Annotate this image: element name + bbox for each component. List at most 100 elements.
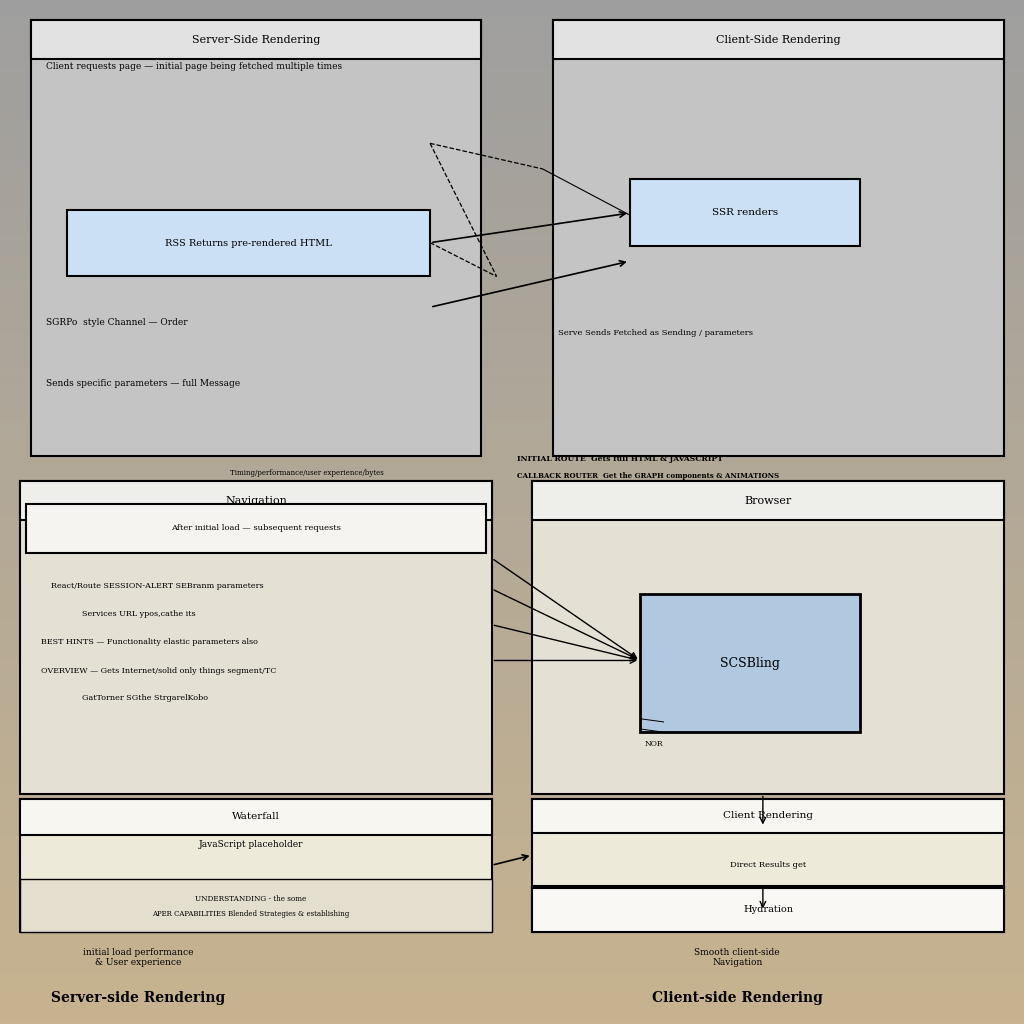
- Bar: [0, 415, 1024, 420]
- Bar: [0, 5, 1024, 10]
- Bar: [0, 435, 1024, 440]
- Bar: [0, 246, 1024, 251]
- Bar: [0, 31, 1024, 36]
- Bar: [0, 932, 1024, 937]
- Bar: [553, 20, 1004, 456]
- Bar: [0, 143, 1024, 148]
- Bar: [0, 36, 1024, 41]
- Bar: [0, 686, 1024, 691]
- Bar: [0, 742, 1024, 748]
- Bar: [20, 879, 492, 932]
- Bar: [0, 870, 1024, 876]
- Bar: [67, 210, 430, 276]
- Bar: [0, 297, 1024, 302]
- Text: INITIAL ROUTE  Gets full HTML & JAVASCRIPT: INITIAL ROUTE Gets full HTML & JAVASCRIP…: [517, 455, 723, 463]
- Bar: [0, 118, 1024, 123]
- Bar: [0, 855, 1024, 860]
- Bar: [0, 922, 1024, 927]
- Bar: [0, 102, 1024, 108]
- Bar: [0, 901, 1024, 906]
- Bar: [0, 609, 1024, 614]
- Bar: [0, 952, 1024, 957]
- Bar: [0, 712, 1024, 717]
- Bar: [0, 983, 1024, 988]
- Bar: [0, 461, 1024, 466]
- Bar: [0, 492, 1024, 497]
- Bar: [0, 737, 1024, 742]
- Bar: [640, 594, 860, 732]
- Bar: [0, 384, 1024, 389]
- Text: Browser: Browser: [744, 496, 792, 506]
- Text: GatTorner SGthe StrgarelKobo: GatTorner SGthe StrgarelKobo: [82, 694, 208, 702]
- Bar: [0, 215, 1024, 220]
- Text: Navigation: Navigation: [225, 496, 287, 506]
- Bar: [0, 328, 1024, 333]
- Text: Client Rendering: Client Rendering: [723, 811, 813, 820]
- Bar: [0, 312, 1024, 317]
- Bar: [0, 61, 1024, 67]
- Bar: [0, 399, 1024, 404]
- Bar: [0, 1004, 1024, 1009]
- Bar: [0, 364, 1024, 369]
- Text: Hydration: Hydration: [743, 905, 793, 914]
- Bar: [0, 998, 1024, 1004]
- Bar: [0, 512, 1024, 517]
- Bar: [0, 717, 1024, 722]
- Text: OVERVIEW — Gets Internet/solid only things segment/TC: OVERVIEW — Gets Internet/solid only thin…: [41, 667, 276, 675]
- Text: Serve Sends Fetched as Sending / parameters: Serve Sends Fetched as Sending / paramet…: [558, 329, 753, 337]
- Bar: [0, 236, 1024, 241]
- Bar: [0, 241, 1024, 246]
- Bar: [0, 67, 1024, 72]
- Bar: [0, 824, 1024, 829]
- Bar: [0, 809, 1024, 814]
- Bar: [0, 445, 1024, 451]
- Bar: [0, 123, 1024, 128]
- Bar: [532, 481, 1004, 794]
- Bar: [0, 978, 1024, 983]
- Bar: [0, 154, 1024, 159]
- Bar: [0, 287, 1024, 292]
- Text: Smooth client-side
Navigation: Smooth client-side Navigation: [694, 948, 780, 967]
- Bar: [0, 72, 1024, 77]
- Bar: [0, 568, 1024, 573]
- Bar: [0, 937, 1024, 942]
- Bar: [0, 840, 1024, 845]
- Bar: [0, 635, 1024, 640]
- Bar: [0, 1009, 1024, 1014]
- Bar: [0, 1019, 1024, 1024]
- Bar: [0, 748, 1024, 753]
- Bar: [0, 614, 1024, 620]
- Bar: [0, 968, 1024, 973]
- Bar: [0, 486, 1024, 492]
- Bar: [0, 906, 1024, 911]
- Bar: [20, 799, 492, 932]
- Text: Server-Side Rendering: Server-Side Rendering: [191, 35, 321, 45]
- Bar: [0, 896, 1024, 901]
- Bar: [0, 517, 1024, 522]
- Bar: [0, 10, 1024, 15]
- Bar: [0, 92, 1024, 97]
- Bar: [0, 804, 1024, 809]
- Bar: [0, 200, 1024, 205]
- Bar: [0, 210, 1024, 215]
- Bar: [0, 369, 1024, 374]
- Bar: [0, 835, 1024, 840]
- Bar: [0, 788, 1024, 794]
- Bar: [0, 727, 1024, 732]
- Text: SGRPo  style Channel — Order: SGRPo style Channel — Order: [46, 318, 187, 327]
- Bar: [0, 302, 1024, 307]
- Bar: [0, 584, 1024, 589]
- Bar: [0, 768, 1024, 773]
- Bar: [0, 650, 1024, 655]
- Bar: [31, 20, 481, 59]
- Bar: [0, 15, 1024, 20]
- Bar: [0, 338, 1024, 343]
- Bar: [0, 579, 1024, 584]
- Text: JavaScript placeholder: JavaScript placeholder: [199, 841, 303, 849]
- Text: UNDERSTANDING - the some: UNDERSTANDING - the some: [196, 895, 306, 903]
- Bar: [0, 604, 1024, 609]
- Bar: [0, 671, 1024, 676]
- Text: React/Route SESSION-ALERT SEBranm parameters: React/Route SESSION-ALERT SEBranm parame…: [51, 582, 264, 590]
- Bar: [0, 911, 1024, 916]
- Bar: [0, 195, 1024, 200]
